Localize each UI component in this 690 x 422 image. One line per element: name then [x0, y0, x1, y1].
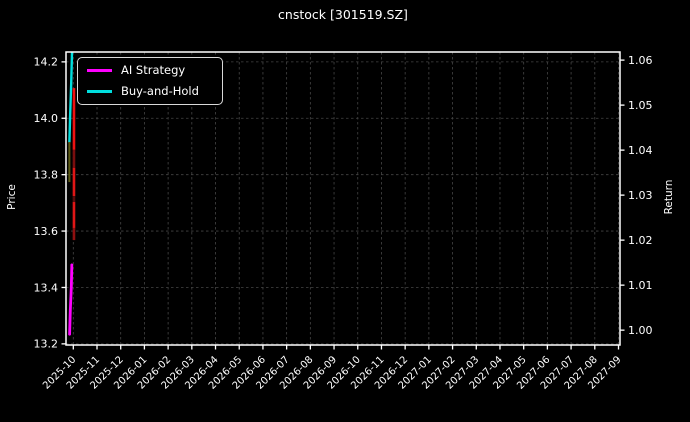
chart-title: cnstock [301519.SZ] [278, 7, 408, 22]
right-tick-label: 1.04 [628, 144, 653, 157]
right-tick-label: 1.03 [628, 189, 653, 202]
right-tick-label: 1.00 [628, 324, 653, 337]
left-tick-label: 14.0 [34, 112, 59, 125]
right-tick-label: 1.06 [628, 54, 653, 67]
ai-strategy-line-swatch [87, 68, 112, 72]
right-tick-label: 1.01 [628, 279, 653, 292]
left-tick-label: 13.4 [34, 281, 59, 294]
legend-item-buy-and-hold: Buy-and-Hold [78, 83, 222, 101]
buy-and-hold-line-swatch [87, 90, 112, 94]
legend: AI Strategy Buy-and-Hold [77, 57, 223, 105]
left-tick-label: 13.6 [34, 225, 59, 238]
legend-item-ai-strategy: AI Strategy [78, 61, 222, 79]
right-tick-label: 1.02 [628, 234, 653, 247]
series-buy-and-hold [68, 51, 74, 144]
series-ai-strategy [68, 263, 74, 336]
right-tick-label: 1.05 [628, 99, 653, 112]
left-tick-label: 13.8 [34, 168, 59, 181]
left-tick-label: 13.2 [34, 338, 59, 351]
left-tick-label: 14.2 [34, 56, 59, 69]
legend-label-buy-and-hold: Buy-and-Hold [121, 83, 199, 98]
plot-spines [65, 51, 621, 346]
legend-label-ai-strategy: AI Strategy [121, 62, 186, 77]
